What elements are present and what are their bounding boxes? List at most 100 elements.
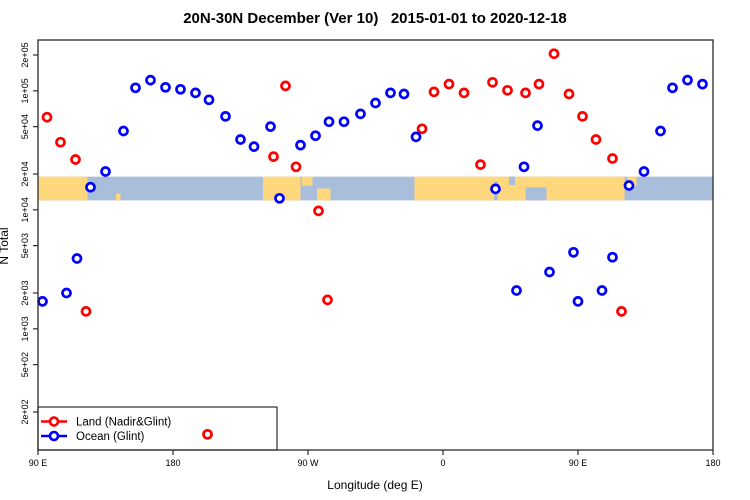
legend-box [37,406,278,451]
legend-marker-icon [48,430,60,442]
data-point-ocean [310,130,321,142]
y-tick-label: 1e+04 [20,197,30,222]
data-point-ocean [518,161,530,173]
legend-marker-icon [48,416,60,427]
data-point-land [577,111,588,122]
data-point-ocean [338,116,350,128]
map-land-segment [317,188,331,201]
y-tick-label: 5e+03 [20,233,30,258]
y-tick-label: 2e+05 [20,42,30,67]
data-point-land [280,80,291,92]
data-point-land [590,134,602,145]
data-point-ocean [511,285,522,296]
x-axis: 90 E 180 90 W 0 90 E 180 [29,450,721,468]
data-point-land [533,78,545,90]
data-point-ocean [265,121,276,132]
data-point-ocean [130,82,141,94]
legend-entry-label: Ocean (Glint) [76,431,145,443]
map-ocean-cutout [509,176,515,185]
data-point-ocean [175,83,186,95]
y-tick-label: 2e+02 [20,399,30,424]
data-point-land [322,294,333,306]
data-point-ocean [490,183,501,195]
data-point-land [70,154,81,165]
data-point-ocean [295,139,306,151]
data-point-ocean [607,251,618,263]
data-point-land [520,87,531,99]
data-point-land [416,123,428,135]
data-point-land [290,161,302,173]
data-point-ocean [71,253,83,264]
data-point-land [443,78,455,90]
world-map-band [38,176,713,201]
data-point-ocean [220,111,231,122]
y-tick-label: 2e+03 [20,280,30,305]
x-tick-label: 90 W [297,458,319,468]
series-land [41,48,627,440]
data-point-ocean [544,266,555,278]
map-land-segment [263,176,301,201]
data-point-ocean [160,81,171,93]
legend-entry-label: Land (Nadir&Glint) [76,417,171,429]
data-point-ocean [355,108,366,120]
data-point-ocean [145,74,156,86]
y-tick-label: 1e+03 [20,316,30,341]
data-point-ocean [203,94,215,106]
data-point-ocean [596,285,608,296]
y-axis: 2e+05 1e+05 5e+04 2e+04 1e+04 5e+03 2e+03 1e+03… [20,42,38,425]
data-point-ocean [235,134,246,145]
data-point-ocean [274,192,285,204]
map-land-segment [414,176,625,201]
data-point-land [548,48,560,60]
data-point-ocean [682,74,693,86]
data-point-ocean [61,287,72,299]
data-point-land [428,86,440,98]
y-tick-label: 1e+05 [20,78,30,103]
plot-border [37,39,714,451]
data-point-land [616,306,627,317]
data-point-ocean [398,88,410,100]
data-point-ocean [100,166,111,177]
data-point-land [80,306,92,317]
data-point-ocean [667,82,678,94]
data-point-ocean [190,87,201,99]
x-axis-title: Longitude (deg E) [327,478,423,492]
x-tick-label: 180 [165,458,180,468]
data-point-ocean [655,125,666,137]
y-tick-label: 5e+02 [20,352,30,377]
map-ocean-cutout [525,187,547,201]
data-point-ocean [385,87,396,99]
x-tick-label: 180 [705,458,720,468]
data-point-land [607,153,618,164]
data-point-land [202,428,213,440]
x-tick-label: 90 E [29,458,48,468]
x-tick-label: 90 E [569,458,588,468]
data-point-ocean [370,97,381,109]
x-tick-label: 0 [440,458,445,468]
y-tick-label: 5e+04 [20,114,30,139]
data-point-ocean [410,131,422,143]
map-land-segment [38,176,88,201]
data-point-land [458,87,470,99]
data-point-land [268,151,279,162]
data-point-ocean [118,125,129,137]
series-ocean [37,74,708,307]
data-point-land [502,84,513,96]
y-tick-label: 2e+04 [20,161,30,186]
data-point-ocean [638,166,650,177]
data-point-ocean [623,180,635,191]
data-point-land [487,76,498,88]
legend: Land (Nadir&Glint) Ocean (Glint) [37,406,278,451]
data-point-ocean [697,78,708,90]
data-point-ocean [323,116,335,128]
data-point-ocean [37,296,48,307]
data-point-ocean [248,141,260,152]
data-point-land [55,136,66,148]
data-point-land [41,111,53,123]
chart-title: 20N-30N December (Ver 10) 2015-01-01 to … [183,10,567,27]
data-point-land [563,88,575,100]
data-point-ocean [85,181,96,193]
map-land-segment [116,193,121,201]
